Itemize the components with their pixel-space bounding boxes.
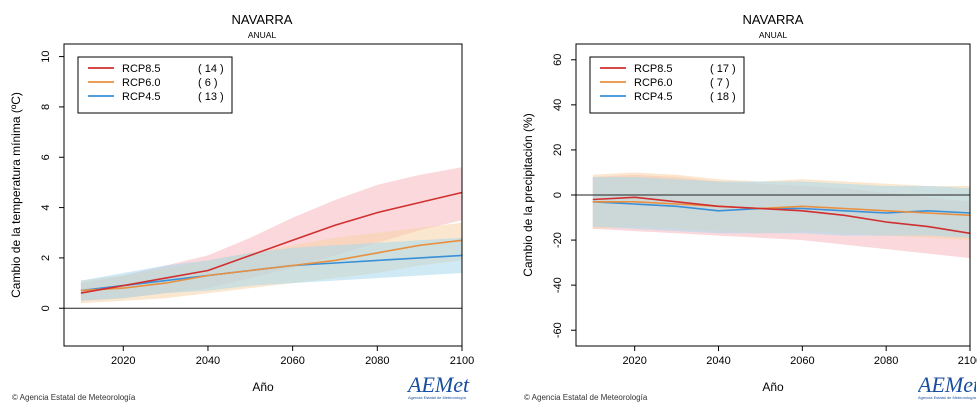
x-tick-label: 2040	[196, 355, 220, 367]
x-tick-label: 2100	[958, 355, 977, 367]
y-tick-label: 0	[40, 305, 52, 311]
legend-label: RCP4.5	[122, 91, 161, 103]
series-line-RCP60	[592, 201, 971, 217]
aemet-logo-left: AEMet Agencia Estatal de Meteorología	[408, 374, 478, 404]
copyright-left: © Agencia Estatal de Meteorología	[12, 393, 136, 402]
y-tick-label: 60	[552, 54, 564, 66]
x-tick-label: 2040	[706, 355, 730, 367]
x-tick-label: 2020	[111, 355, 135, 367]
legend-label: RCP8.5	[634, 63, 673, 75]
y-tick-label: -60	[552, 322, 564, 338]
y-tick-label: 0	[552, 192, 564, 198]
legend-box	[589, 56, 745, 114]
series-line-RCP85	[80, 191, 463, 294]
chart-subtitle: ANUAL	[248, 30, 277, 40]
x-tick-label: 2080	[365, 355, 389, 367]
y-axis-label: Cambio de la precipitación (%)	[521, 113, 535, 276]
plot-frame	[63, 43, 463, 347]
y-tick-label: 20	[552, 144, 564, 156]
y-tick-label: 8	[40, 104, 52, 110]
legend-label: RCP8.5	[122, 63, 161, 75]
x-axis-label: Año	[252, 380, 274, 394]
x-tick-label: 2080	[874, 355, 898, 367]
y-tick-label: 10	[40, 50, 52, 62]
chart-subtitle: ANUAL	[759, 30, 788, 40]
range-band-RCP45	[80, 237, 463, 301]
y-tick-label: 2	[40, 255, 52, 261]
legend-label: RCP6.0	[122, 77, 161, 89]
legend-count: ( 14 )	[198, 63, 224, 75]
y-tick-label: 40	[552, 99, 564, 111]
x-tick-label: 2100	[450, 355, 474, 367]
x-tick-label: 2060	[790, 355, 814, 367]
chart-title: NAVARRA	[232, 12, 293, 27]
y-tick-label: 6	[40, 154, 52, 160]
y-tick-label: -40	[552, 277, 564, 293]
legend-count: ( 18 )	[710, 91, 736, 103]
legend-count: ( 7 )	[710, 77, 730, 89]
legend-count: ( 17 )	[710, 63, 736, 75]
chart-title: NAVARRA	[743, 12, 804, 27]
legend-label: RCP4.5	[634, 91, 673, 103]
legend-count: ( 6 )	[198, 77, 218, 89]
aemet-logo-subtext: Agencia Estatal de Meteorología	[408, 395, 466, 400]
copyright-right: © Agencia Estatal de Meteorología	[524, 393, 648, 402]
series-line-RCP85	[592, 196, 971, 235]
y-axis-label: Cambio de la temperatura mínima (ºC)	[9, 92, 23, 298]
y-tick-label: 4	[40, 205, 52, 211]
aemet-logo-text: AEMet	[918, 374, 976, 397]
x-axis-label: Año	[762, 380, 784, 394]
legend-box	[77, 56, 233, 114]
y-tick-label: -20	[552, 232, 564, 248]
aemet-logo-subtext: Agencia Estatal de Meteorología	[918, 395, 976, 400]
x-tick-label: 2060	[280, 355, 304, 367]
aemet-logo-right: AEMet Agencia Estatal de Meteorología	[918, 374, 976, 404]
legend-label: RCP6.0	[634, 77, 673, 89]
series-line-RCP60	[80, 239, 463, 292]
legend-count: ( 13 )	[198, 91, 224, 103]
aemet-logo-text: AEMet	[408, 372, 470, 397]
x-tick-label: 2020	[622, 355, 646, 367]
